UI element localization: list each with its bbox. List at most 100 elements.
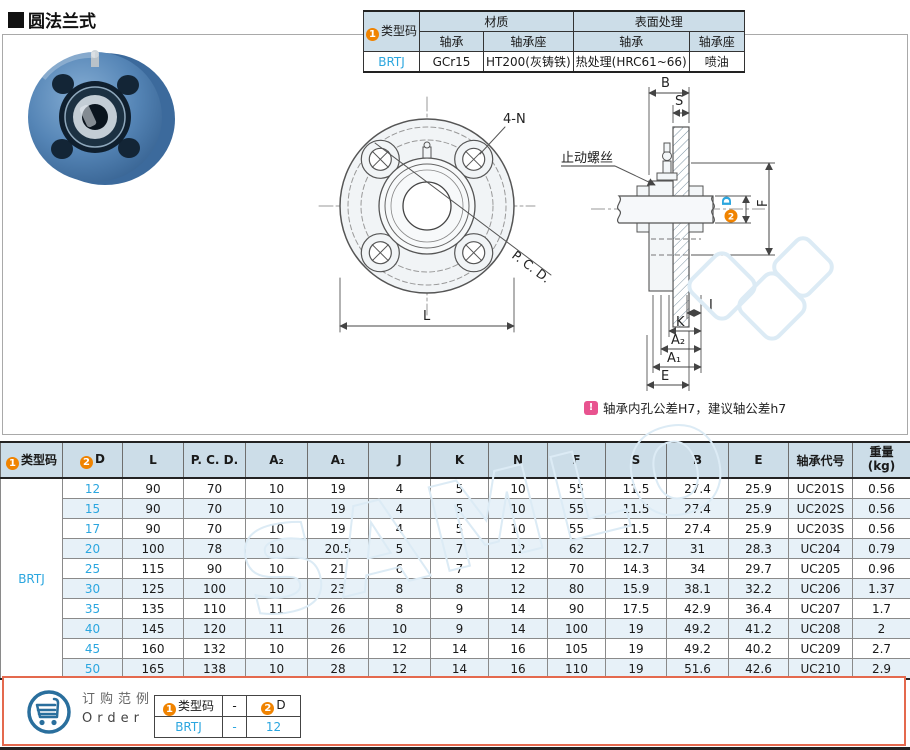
data-cell: 14 [488, 618, 548, 639]
data-cell: 6 [368, 558, 431, 579]
data-cell: 120 [183, 618, 246, 639]
data-cell: 70 [183, 518, 246, 539]
data-cell: 38.1 [666, 578, 729, 599]
data-cell: 10 [245, 498, 308, 519]
data-cell: 160 [122, 638, 184, 659]
data-cell: 145 [122, 618, 184, 639]
data-cell: 4 [368, 518, 431, 539]
col-header: J [368, 441, 431, 479]
e-dim-label: E [661, 369, 669, 384]
d-value-cell: 50 [62, 658, 123, 680]
data-cell: 90 [183, 558, 246, 579]
data-cell: 0.96 [852, 558, 910, 579]
data-cell: 42.6 [728, 658, 789, 680]
data-cell: 40.2 [728, 638, 789, 659]
data-cell: 2 [852, 618, 910, 639]
data-cell: 55 [547, 477, 606, 499]
d-value-cell: 15 [62, 498, 123, 519]
data-cell: 12 [488, 538, 548, 559]
col-header: K [430, 441, 489, 479]
data-cell: 14 [430, 638, 489, 659]
order-dash-header: - [222, 695, 247, 717]
title-square-icon [8, 11, 24, 28]
data-cell: 10 [245, 638, 308, 659]
side-view-drawing: B S 止动螺丝 2 D F [561, 76, 775, 391]
tolerance-note: ! 轴承内孔公差H7，建议轴公差h7 [584, 398, 786, 417]
d-value-cell: 20 [62, 538, 123, 559]
data-cell: 165 [122, 658, 184, 680]
data-cell: UC207 [788, 598, 853, 619]
data-cell: 12.7 [605, 538, 667, 559]
s-dim-label: S [675, 94, 683, 109]
col-header: N [488, 441, 548, 479]
svg-text:D: D [720, 196, 734, 206]
data-cell: 10 [488, 477, 548, 499]
data-cell: 90 [122, 477, 184, 499]
data-cell: 12 [368, 658, 431, 680]
data-cell: 28.3 [728, 538, 789, 559]
data-cell: 14 [488, 598, 548, 619]
drawing-panel: P. C. D. 4-N L [2, 34, 908, 435]
circled-2-icon: 2 [80, 455, 94, 469]
data-cell: 0.79 [852, 538, 910, 559]
data-cell: 115 [122, 558, 184, 579]
data-cell: 0.56 [852, 498, 910, 519]
data-cell: 5 [430, 498, 489, 519]
spec-housing-material: HT200(灰铸铁) [483, 51, 574, 73]
type-code-cell: BRTJ [0, 477, 63, 680]
bolt-count-label: 4-N [503, 112, 526, 127]
data-cell: 29.7 [728, 558, 789, 579]
data-cell: 25.9 [728, 498, 789, 519]
data-cell: UC206 [788, 578, 853, 599]
circled-1-icon: 1 [162, 702, 176, 716]
data-cell: 135 [122, 598, 184, 619]
data-cell: 78 [183, 538, 246, 559]
data-cell: 25.9 [728, 518, 789, 539]
data-cell: 27.4 [666, 498, 729, 519]
data-cell: 125 [122, 578, 184, 599]
d-value-cell: 35 [62, 598, 123, 619]
table-row: 20 100 78 10 20.5 5 7 12 62 12.7 31 28.3 UC204 0.79 [1, 538, 910, 559]
order-type-code-header: 1 类型码 [154, 695, 223, 717]
data-cell: 4 [368, 477, 431, 499]
spec-housing-col2: 轴承座 [688, 31, 745, 52]
data-cell: UC205 [788, 558, 853, 579]
spec-surface-header: 表面处理 [572, 10, 745, 32]
a2-dim-label: A₂ [671, 333, 685, 348]
data-cell: 10 [488, 498, 548, 519]
data-cell: 10 [245, 477, 308, 499]
data-cell: 70 [183, 498, 246, 519]
order-example-title-en: Order [82, 711, 144, 726]
spec-housing-col: 轴承座 [483, 31, 574, 52]
page-title-text: 圆法兰式 [28, 12, 96, 32]
spec-table: 1 类型码 材质 表面处理 轴承 轴承座 轴承 轴承座 BRTJ GCr15 HT… [362, 10, 745, 73]
spec-bearing-col: 轴承 [419, 31, 485, 52]
set-screw-label: 止动螺丝 [561, 151, 613, 166]
d-value-cell: 25 [62, 558, 123, 579]
data-cell: 4 [368, 498, 431, 519]
data-cell: 12 [488, 578, 548, 599]
table-row: 30 125 100 10 23 8 8 12 80 15.9 38.1 32.2 UC206 1.37 [1, 578, 910, 599]
data-cell: 19 [307, 477, 369, 499]
data-cell: 41.2 [728, 618, 789, 639]
shaft-dia-label: 2 D [720, 196, 738, 223]
cart-icon [27, 690, 71, 734]
data-cell: 2.7 [852, 638, 910, 659]
d-value-cell: 45 [62, 638, 123, 659]
tolerance-note-text: 轴承内孔公差H7，建议轴公差h7 [603, 401, 787, 416]
data-cell: 90 [547, 598, 606, 619]
data-cell: UC201S [788, 477, 853, 499]
spec-material-header: 材质 [419, 10, 574, 32]
table-row: 25 115 90 10 21 6 7 12 70 14.3 34 29.7 UC205 0.96 [1, 558, 910, 579]
data-cell: 9 [430, 598, 489, 619]
data-cell: 132 [183, 638, 246, 659]
circled-1-icon: 1 [5, 456, 19, 470]
data-cell: 7 [430, 558, 489, 579]
data-cell: 100 [547, 618, 606, 639]
f-dim-label: F [756, 200, 771, 207]
data-cell: 110 [183, 598, 246, 619]
